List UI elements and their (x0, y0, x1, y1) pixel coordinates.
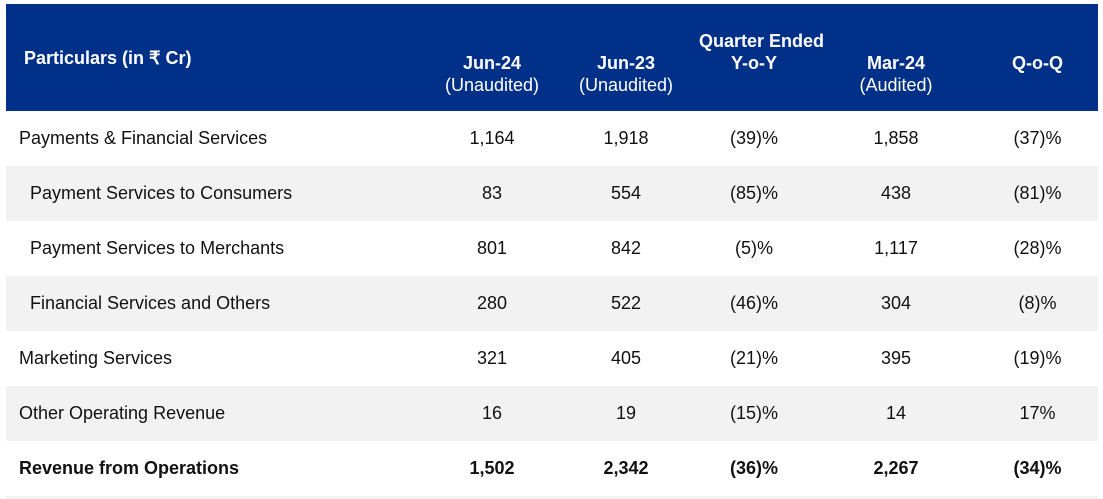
row-label: Payment Services to Consumers (6, 166, 425, 221)
revenue-table: Particulars (in ₹ Cr) Quarter Ended Jun-… (6, 4, 1099, 499)
table-row: Payments & Financial Services 1,164 1,918 (… (6, 111, 1098, 166)
column-header-q-o-q: Q-o-Q (977, 52, 1099, 111)
column-label: Q-o-Q (1012, 53, 1064, 73)
cell-value: 801 (476, 238, 508, 258)
row-label: Other Operating Revenue (6, 386, 425, 441)
column-note: (Unaudited) (444, 75, 540, 95)
cell-value: (19)% (1013, 348, 1062, 368)
column-note: (Unaudited) (578, 75, 674, 95)
cell-value: (37)% (1013, 128, 1062, 148)
column-header-mar-24: Mar-24 (Audited) (815, 52, 977, 111)
cell-value: 1,858 (873, 128, 919, 148)
cell-value: (46)% (693, 276, 815, 331)
column-header-jun-24: Jun-24 (Unaudited) (425, 52, 559, 111)
column-label: Jun-23 (596, 53, 656, 73)
row-label: Revenue from Operations (6, 441, 425, 499)
cell-value: 2,267 (815, 441, 977, 499)
table-row: Payment Services to Consumers 83 554 (85)% 4… (6, 166, 1099, 221)
table-row: Revenue from Operations 1,502 2,342 (36)% 2,… (6, 441, 1099, 499)
table-row: Financial Services and Others 280 522 (46)%… (6, 276, 1099, 331)
cell-value: 554 (559, 166, 693, 221)
cell-value: 395 (880, 348, 912, 368)
cell-value: 17% (977, 386, 1099, 441)
table-row: Other Operating Revenue 16 19 (15)% 14 17% (6, 386, 1099, 441)
cell-value: 280 (425, 276, 559, 331)
row-label: Marketing Services (19, 348, 173, 368)
cell-value: (8)% (977, 276, 1099, 331)
column-label: Y-o-Y (730, 53, 777, 73)
column-note: (Audited) (859, 75, 933, 95)
cell-value: 321 (476, 348, 508, 368)
cell-value: 83 (425, 166, 559, 221)
row-label: Payment Services to Merchants (30, 238, 285, 258)
cell-value: 1,918 (603, 128, 649, 148)
table-row: Payment Services to Merchants 801 842 (5)% 1… (6, 221, 1098, 276)
cell-value: (21)% (729, 348, 778, 368)
cell-value: (34)% (977, 441, 1099, 499)
cell-value: (85)% (693, 166, 815, 221)
cell-value: (15)% (693, 386, 815, 441)
cell-value: 1,502 (425, 441, 559, 499)
cell-value: 1,164 (469, 128, 515, 148)
cell-value: 304 (815, 276, 977, 331)
cell-value: (28)% (1013, 238, 1062, 258)
cell-value: (5)% (734, 238, 773, 258)
cell-value: 842 (610, 238, 642, 258)
table-row: Marketing Services 321 405 (21)% 395 (19)% (6, 331, 1098, 386)
cell-value: 14 (815, 386, 977, 441)
cell-value: (36)% (693, 441, 815, 499)
cell-value: (81)% (977, 166, 1099, 221)
quarter-ended-header: Quarter Ended (425, 4, 1099, 52)
particulars-header: Particulars (in ₹ Cr) (6, 4, 425, 111)
cell-value: 405 (610, 348, 642, 368)
column-header-jun-23: Jun-23 (Unaudited) (559, 52, 693, 111)
cell-value: (39)% (729, 128, 778, 148)
cell-value: 522 (559, 276, 693, 331)
column-label: Jun-24 (462, 53, 522, 73)
row-label: Payments & Financial Services (19, 128, 268, 148)
column-label: Mar-24 (866, 53, 926, 73)
cell-value: 2,342 (559, 441, 693, 499)
cell-value: 19 (559, 386, 693, 441)
cell-value: 438 (815, 166, 977, 221)
cell-value: 16 (425, 386, 559, 441)
row-label: Financial Services and Others (6, 276, 425, 331)
column-header-y-o-y: Y-o-Y (693, 52, 815, 111)
cell-value: 1,117 (874, 238, 918, 258)
